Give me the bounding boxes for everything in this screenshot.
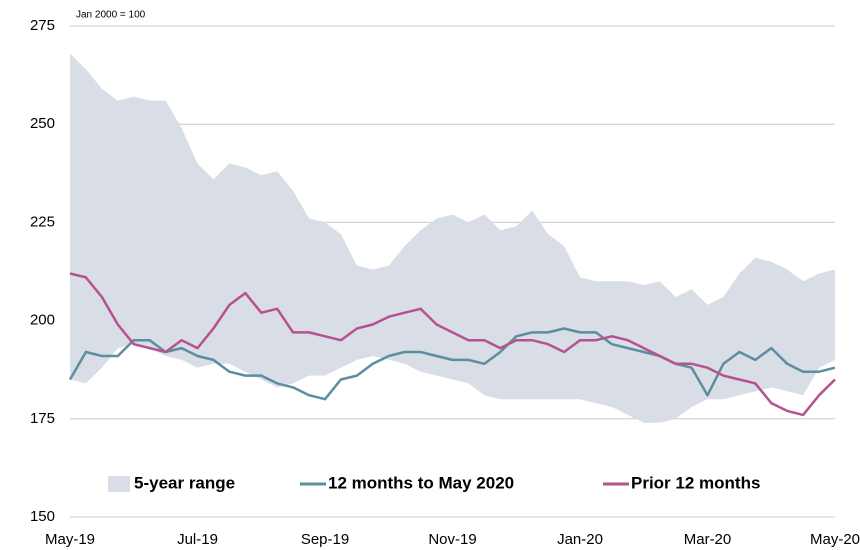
x-tick-label: May-19 <box>45 531 95 548</box>
line <box>69 272 836 417</box>
y-tick-label: 175 <box>30 410 55 427</box>
y-tick-label: 275 <box>30 17 55 34</box>
legend-label: 12 months to May 2020 <box>328 473 514 492</box>
annotation: Jan 2000 = 100 <box>76 10 146 21</box>
legend-label: Prior 12 months <box>631 473 760 492</box>
x-tick-label: Sep-19 <box>301 531 349 548</box>
x-tick-label: Jan-20 <box>557 531 603 548</box>
legend-label: 5-year range <box>134 473 235 492</box>
legend-swatch <box>108 476 130 492</box>
line <box>68 327 836 401</box>
legend: 5-year range 12 months to May 2020 Prior 1… <box>108 473 760 492</box>
y-tick-label: 200 <box>30 312 55 329</box>
range-area <box>70 53 835 423</box>
y-tick-label: 250 <box>30 115 55 132</box>
y-tick-label: 225 <box>30 213 55 230</box>
y-tick-label: 150 <box>30 508 55 525</box>
x-tick-label: Jul-19 <box>177 531 218 548</box>
x-tick-label: May-20 <box>810 531 860 548</box>
x-tick-label: Mar-20 <box>684 531 732 548</box>
x-tick-label: Nov-19 <box>428 531 476 548</box>
